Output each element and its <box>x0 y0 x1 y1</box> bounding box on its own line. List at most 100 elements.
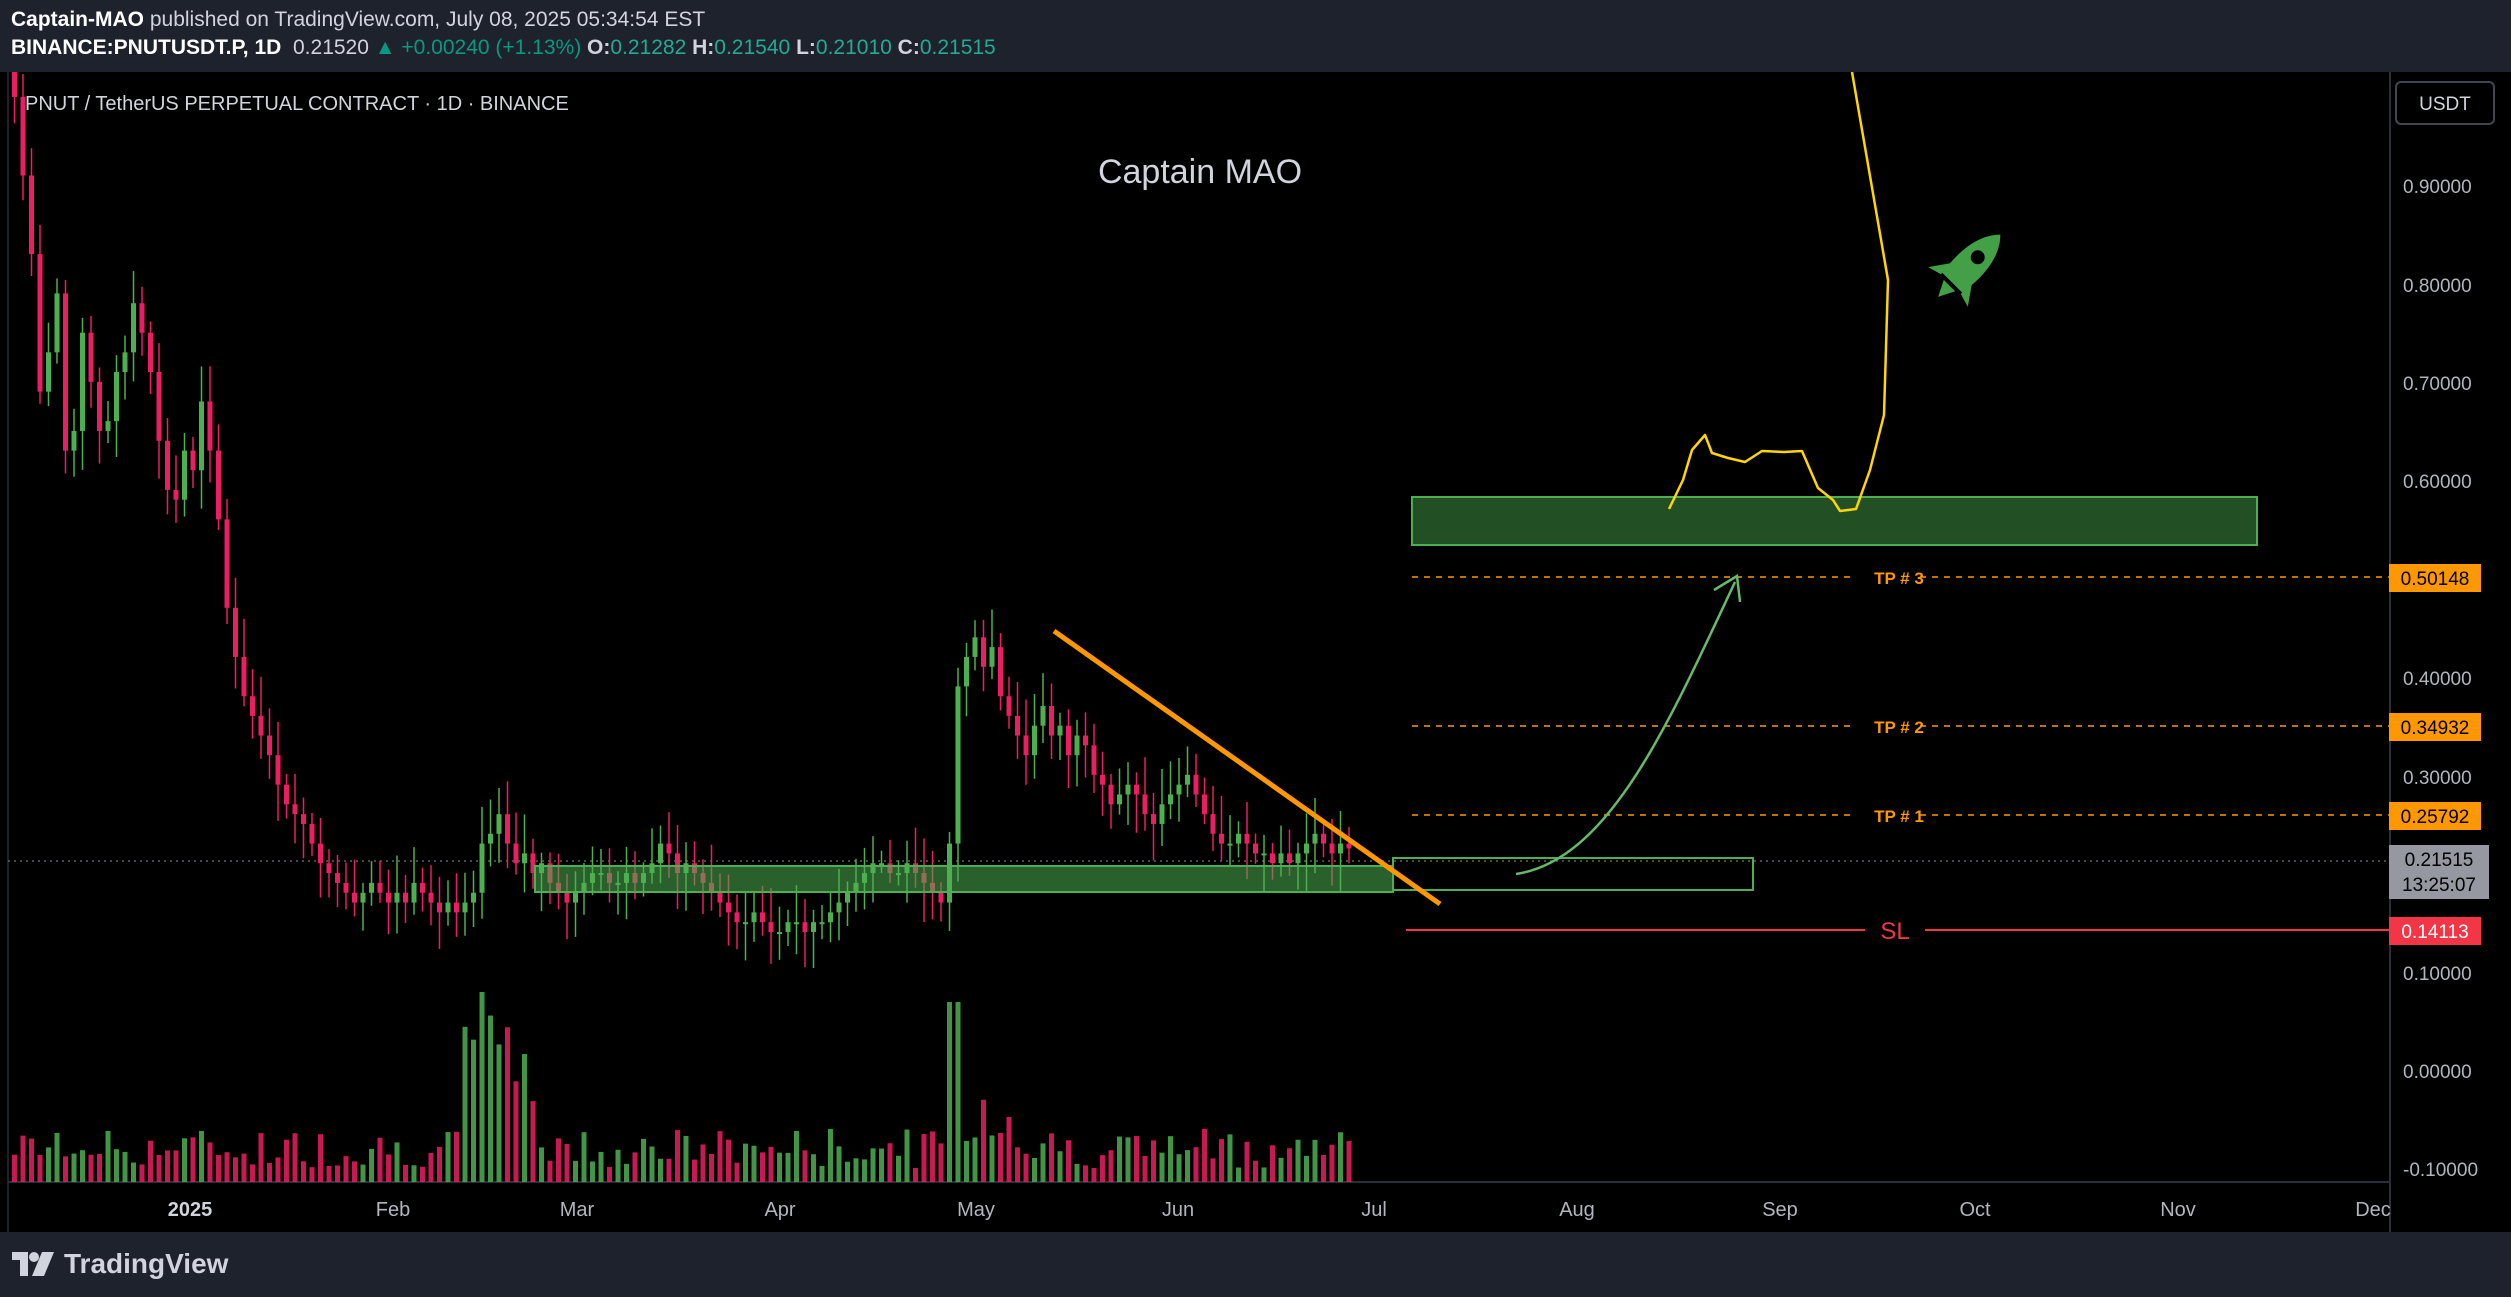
candle-body <box>989 647 995 667</box>
y-axis[interactable]: 0.90000 0.80000 0.70000 0.60000 0.40000 … <box>2403 177 2478 1181</box>
x-axis[interactable]: 2025 Feb Mar Apr May Jun Jul Aug Sep Oct… <box>168 1199 2391 1221</box>
candle-body <box>1261 853 1267 856</box>
volume-bar <box>1142 1155 1148 1182</box>
candle-body <box>182 450 187 500</box>
currency-button-label: USDT <box>2419 94 2471 115</box>
candle-body <box>343 882 349 893</box>
candle-body <box>352 892 357 903</box>
volume-bar <box>879 1148 884 1182</box>
volume-bar <box>1278 1157 1284 1182</box>
volume-bar <box>12 1154 17 1182</box>
candle-body <box>1329 843 1335 854</box>
volume-bar <box>437 1146 442 1182</box>
volume-bar <box>1227 1134 1233 1182</box>
volume-bar <box>513 1081 519 1182</box>
descending-trendline[interactable] <box>1052 628 1442 907</box>
close-value: 0.21515 <box>919 36 996 59</box>
symbol-name[interactable]: BINANCE:PNUTUSDT.P, 1D <box>11 36 282 59</box>
volume-bar <box>998 1132 1003 1182</box>
volume-bar <box>1066 1140 1071 1182</box>
candle-body <box>734 912 740 923</box>
candle-body <box>97 381 102 431</box>
volume-bar <box>887 1143 893 1182</box>
volume-bar <box>1134 1136 1139 1182</box>
volume-bar <box>938 1143 944 1182</box>
candle-body <box>1244 833 1250 844</box>
candle-body <box>1176 784 1182 795</box>
candle-body <box>998 647 1003 697</box>
volume-bar <box>29 1138 34 1182</box>
volume-bar <box>37 1154 43 1182</box>
volume-bar <box>403 1164 408 1182</box>
volume-bar <box>1219 1139 1224 1182</box>
candle-body <box>522 853 527 864</box>
volume-bar <box>46 1147 51 1182</box>
volume-bar <box>530 1101 536 1182</box>
volume-bar <box>224 1152 230 1182</box>
publish-header: Captain-MAO published on TradingView.com… <box>0 0 2511 72</box>
volume-bar <box>190 1137 196 1182</box>
candle-body <box>479 843 485 893</box>
projection-arrow[interactable] <box>1515 581 1737 876</box>
candle-body <box>675 853 680 874</box>
candle-body <box>403 892 408 903</box>
chart-area[interactable]: TP # 3 TP # 2 TP # 1 SL PNUT / TetherUS … <box>0 72 2511 1232</box>
volume-bar <box>318 1134 323 1182</box>
volume-bar <box>1168 1136 1173 1182</box>
volume-bar <box>1346 1141 1352 1182</box>
volume-bar <box>173 1150 179 1182</box>
candle-body <box>938 892 944 903</box>
support-zone[interactable] <box>534 865 1394 893</box>
volume-bar <box>590 1161 595 1182</box>
candle-body <box>360 892 366 903</box>
volume-bar <box>1125 1137 1131 1182</box>
volume-bar <box>853 1158 859 1182</box>
candle-body <box>1100 774 1105 785</box>
candle-body <box>1304 843 1309 854</box>
candle-body <box>309 823 315 844</box>
candle-body <box>386 892 391 903</box>
projected-price-path[interactable] <box>1667 72 1890 513</box>
candle-body <box>1185 774 1190 785</box>
candle-body <box>1142 794 1148 815</box>
candle-body <box>29 175 34 255</box>
candle-body <box>760 912 765 923</box>
candle-body <box>190 450 196 471</box>
candle-body <box>1193 774 1199 795</box>
volume-bar <box>921 1134 927 1182</box>
candle-body <box>318 843 323 864</box>
price-chart[interactable]: TP # 3 TP # 2 TP # 1 SL PNUT / TetherUS … <box>0 72 2511 1232</box>
volume-bar <box>199 1130 204 1182</box>
volume-bar <box>1049 1133 1054 1182</box>
candle-body <box>768 922 774 933</box>
volume-bar <box>241 1153 247 1182</box>
author-name[interactable]: Captain-MAO <box>11 8 144 31</box>
volume-bar <box>624 1163 629 1182</box>
candle-body <box>156 372 162 441</box>
support-zone-extension[interactable] <box>1392 857 1754 891</box>
currency-button[interactable] <box>2395 81 2495 125</box>
candle-body <box>1015 715 1020 736</box>
published-text: published on TradingView.com, July 08, 2… <box>149 8 706 31</box>
candle-body <box>114 372 119 422</box>
y-tick: 0.00000 <box>2403 1062 2472 1083</box>
volume-bar <box>505 1027 510 1182</box>
volume-bar <box>488 1015 493 1182</box>
target-zone[interactable] <box>1411 496 2258 546</box>
volume-bar <box>479 992 485 1182</box>
volume-bar <box>1193 1147 1199 1182</box>
tradingview-logo[interactable]: TradingView <box>12 1248 228 1280</box>
current-price-tag <box>2389 845 2489 899</box>
volume-bar <box>343 1156 349 1182</box>
volume-bar <box>216 1155 221 1182</box>
tp1-price-tag <box>2389 802 2481 830</box>
volume-bar <box>870 1148 876 1182</box>
candle-body <box>743 922 748 925</box>
volume-bar <box>156 1155 162 1182</box>
tp2-label: TP # 2 <box>1874 718 1924 737</box>
volume-bar <box>1304 1155 1309 1182</box>
candle-body <box>1066 725 1071 756</box>
sl-price-tag <box>2389 917 2481 945</box>
x-tick: Mar <box>560 1199 595 1221</box>
candle-body <box>131 303 136 353</box>
